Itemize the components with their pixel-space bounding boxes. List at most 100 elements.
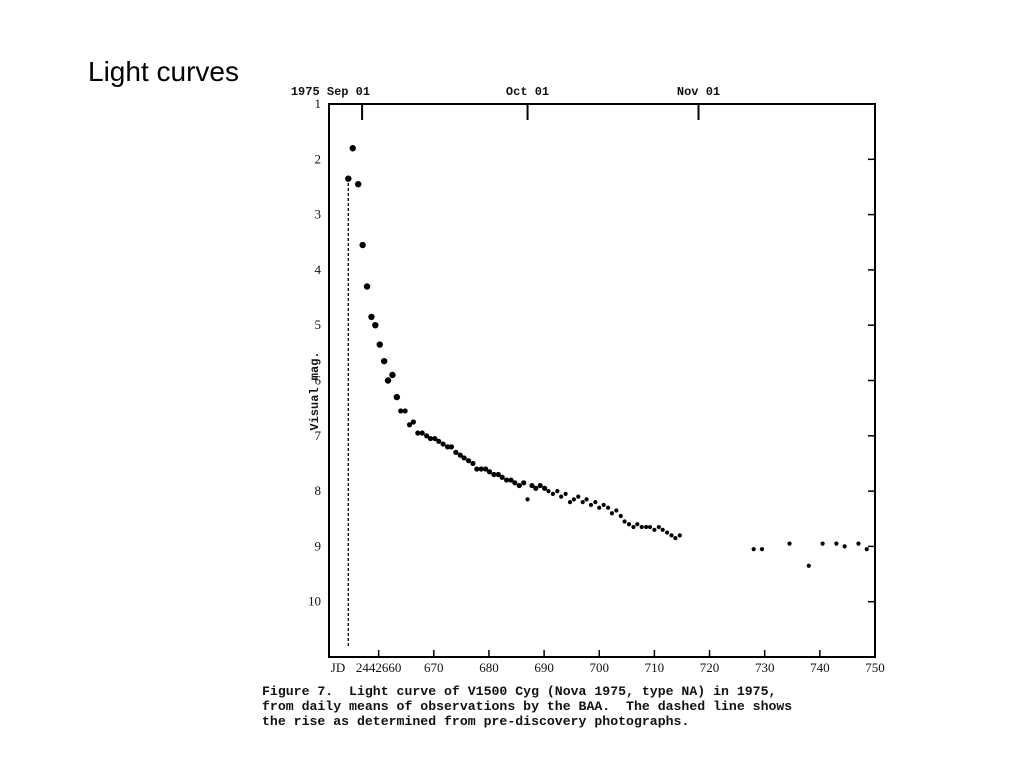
data-point <box>588 502 594 508</box>
top-tick-label: Nov 01 <box>677 85 720 99</box>
caption-line-1: Figure 7. Light curve of V1500 Cyg (Nova… <box>262 684 777 699</box>
data-point <box>470 460 476 467</box>
data-point <box>631 524 636 530</box>
y-tick-label: 10 <box>308 594 321 609</box>
caption-line-2: from daily means of observations by the … <box>262 699 793 714</box>
data-point <box>618 513 623 519</box>
x-tick-label: 670 <box>424 660 444 675</box>
data-point <box>571 497 576 502</box>
data-point <box>759 547 765 552</box>
data-point <box>521 480 527 486</box>
data-point <box>555 489 560 494</box>
data-point <box>669 533 674 538</box>
data-point <box>593 500 598 505</box>
data-point <box>864 547 869 552</box>
data-point <box>448 444 455 450</box>
data-point <box>512 480 518 486</box>
data-point <box>355 180 362 188</box>
y-tick-label: 2 <box>315 151 322 166</box>
data-point <box>842 544 847 549</box>
data-point <box>806 563 811 568</box>
data-point <box>495 471 501 478</box>
light-curve-chart: 2442660 670 680 690 700 710 720 730 740 750 1975 … <box>291 85 885 675</box>
data-point <box>597 505 602 510</box>
data-point <box>537 482 543 489</box>
slide-title: Light curves <box>88 56 239 87</box>
data-point <box>424 433 430 439</box>
data-points <box>345 145 869 568</box>
data-point <box>563 491 568 496</box>
data-point <box>834 541 839 546</box>
top-axis-ticks: 1975 Sep 01 Oct 01 Nov 01 <box>291 85 720 120</box>
y-tick-label: 1 <box>315 96 322 111</box>
data-point <box>820 541 825 546</box>
y-tick-label: 9 <box>315 538 322 553</box>
caption-line-3: the rise as determined from pre-discover… <box>262 714 690 729</box>
data-point <box>576 494 581 499</box>
data-point <box>363 283 371 290</box>
data-point <box>491 471 497 478</box>
x-tick-label: 710 <box>645 660 665 675</box>
data-point <box>427 435 434 442</box>
data-point <box>402 408 408 414</box>
data-point <box>457 452 463 458</box>
data-point <box>644 524 649 530</box>
data-point <box>529 482 535 489</box>
data-point <box>444 444 451 450</box>
x-tick-label: 730 <box>755 660 775 675</box>
x-tick-label: 690 <box>534 660 554 675</box>
x-tick-label: 720 <box>700 660 720 675</box>
data-point <box>677 533 682 538</box>
data-point <box>605 505 611 510</box>
figure-caption: Figure 7. Light curve of V1500 Cyg (Nova… <box>262 684 922 729</box>
data-point <box>453 449 459 455</box>
data-point <box>372 322 379 329</box>
top-tick-label: 1975 Sep 01 <box>291 85 370 99</box>
top-tick-label: Oct 01 <box>506 85 549 99</box>
data-point <box>436 438 442 444</box>
plot-frame <box>328 103 876 658</box>
x-tick-label: 700 <box>589 660 609 675</box>
y-tick-label: 8 <box>315 483 322 498</box>
data-point <box>516 482 522 489</box>
y-tick-label: 3 <box>315 207 322 222</box>
data-point <box>389 371 396 379</box>
data-point <box>461 455 467 461</box>
data-point <box>580 500 585 505</box>
data-point <box>486 469 493 475</box>
x-axis-prefix-label: JD <box>331 660 345 675</box>
data-point <box>483 466 489 472</box>
data-point <box>567 500 573 505</box>
data-point <box>656 524 661 530</box>
data-point <box>474 466 480 472</box>
data-point <box>415 430 421 436</box>
x-tick-label: 680 <box>479 660 499 675</box>
data-point <box>660 527 665 532</box>
data-point <box>584 497 589 502</box>
data-point <box>635 522 640 527</box>
data-point <box>525 497 530 502</box>
data-point <box>503 477 510 483</box>
y-tick-label: 6 <box>315 373 322 388</box>
x-tick-label: 2442660 <box>356 660 402 675</box>
data-point <box>359 241 366 249</box>
data-point <box>432 435 438 442</box>
x-tick-label: 740 <box>810 660 830 675</box>
data-point <box>478 466 484 472</box>
data-point <box>622 519 627 524</box>
data-point <box>546 489 551 494</box>
data-point <box>380 357 388 365</box>
data-point <box>639 524 644 530</box>
x-tick-label: 750 <box>865 660 885 675</box>
data-point <box>601 502 606 508</box>
data-point <box>508 477 514 483</box>
data-point <box>465 458 472 464</box>
data-point <box>647 524 653 530</box>
data-point <box>609 511 615 516</box>
data-point <box>499 474 505 480</box>
y-axis-label: Visual mag. <box>308 351 322 430</box>
data-point <box>652 527 657 532</box>
data-point <box>349 145 356 152</box>
data-point <box>664 530 670 535</box>
